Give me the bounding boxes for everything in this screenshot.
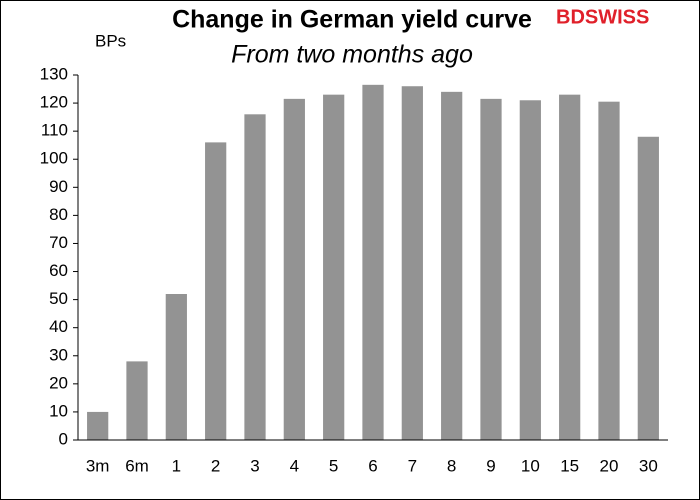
y-tick-label: 60 bbox=[49, 261, 68, 280]
x-tick-label: 2 bbox=[211, 456, 220, 475]
y-tick-label: 0 bbox=[59, 429, 68, 448]
bar bbox=[519, 100, 541, 441]
x-tick-label: 30 bbox=[639, 456, 658, 475]
x-tick-label: 15 bbox=[560, 456, 579, 475]
y-axis-label: BPs bbox=[95, 31, 126, 50]
bar bbox=[559, 94, 581, 441]
y-tick-label: 90 bbox=[49, 177, 68, 196]
y-tick-label: 10 bbox=[49, 401, 68, 420]
x-tick-label: 4 bbox=[290, 456, 299, 475]
y-tick-label: 130 bbox=[40, 64, 68, 83]
x-tick-label: 10 bbox=[521, 456, 540, 475]
x-tick-label: 20 bbox=[600, 456, 619, 475]
brand-logo: BDSWISS bbox=[556, 6, 649, 28]
x-tick-label: 3 bbox=[250, 456, 259, 475]
y-tick-label: 50 bbox=[49, 289, 68, 308]
chart-title: Change in German yield curve bbox=[172, 6, 532, 34]
bar bbox=[441, 91, 463, 440]
bar bbox=[244, 114, 266, 441]
bar bbox=[401, 86, 423, 440]
x-tick-label: 8 bbox=[447, 456, 456, 475]
x-tick-label: 7 bbox=[408, 456, 417, 475]
bar bbox=[362, 84, 384, 441]
y-tick-label: 80 bbox=[49, 205, 68, 224]
x-tick-label: 6m bbox=[125, 456, 149, 475]
y-tick-label: 120 bbox=[40, 93, 68, 112]
x-tick-label: 1 bbox=[172, 456, 181, 475]
y-tick-label: 70 bbox=[49, 233, 68, 252]
bar bbox=[87, 411, 109, 440]
x-tick-label: 3m bbox=[86, 456, 110, 475]
x-tick-label: 6 bbox=[368, 456, 377, 475]
bar bbox=[637, 136, 659, 440]
bar bbox=[126, 361, 148, 440]
bar bbox=[165, 294, 187, 440]
y-tick-label: 110 bbox=[41, 121, 68, 140]
y-tick-label: 30 bbox=[49, 345, 68, 364]
y-tick-label: 40 bbox=[49, 317, 68, 336]
bar bbox=[480, 98, 502, 440]
chart-subtitle: From two months ago bbox=[231, 41, 473, 69]
bar bbox=[323, 94, 345, 441]
bar bbox=[205, 142, 227, 440]
bar bbox=[283, 98, 305, 440]
x-tick-label: 9 bbox=[486, 456, 495, 475]
x-tick-label: 5 bbox=[329, 456, 338, 475]
y-tick-label: 100 bbox=[40, 149, 68, 168]
bar bbox=[598, 101, 620, 440]
y-tick-label: 20 bbox=[49, 373, 68, 392]
